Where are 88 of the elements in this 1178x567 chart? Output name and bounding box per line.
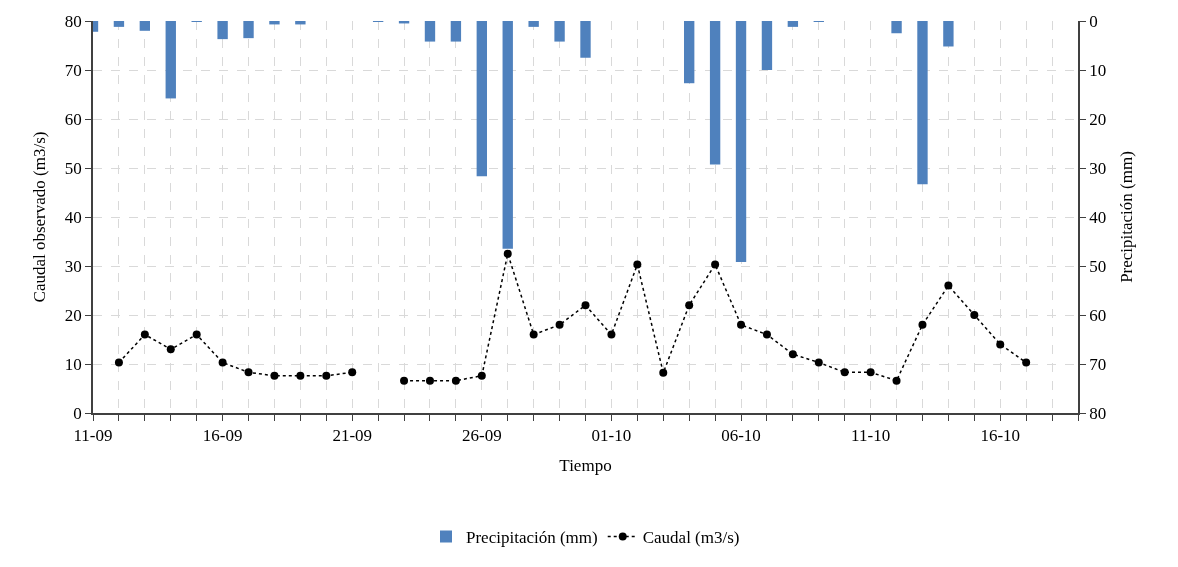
y-tick-label: 70 — [64, 60, 82, 80]
bar — [787, 21, 799, 27]
bar — [761, 21, 773, 70]
bar — [917, 21, 928, 185]
bar — [165, 21, 176, 99]
point — [581, 301, 590, 310]
point — [814, 358, 823, 367]
bar — [580, 21, 591, 58]
y-tick-label: 0 — [73, 403, 82, 423]
y2-tick-label: 20 — [1089, 109, 1107, 129]
point — [425, 376, 434, 385]
point — [348, 368, 357, 377]
point — [192, 330, 201, 339]
point — [503, 249, 512, 258]
y-tick-label: 10 — [64, 354, 82, 374]
point — [788, 350, 797, 359]
point — [555, 320, 564, 329]
y2-tick-label: 80 — [1089, 403, 1107, 423]
y2-axis-title: Precipitación (mm) — [1117, 151, 1137, 283]
x-tick-label: 11-10 — [851, 426, 891, 446]
x-tick-label: 06-10 — [721, 426, 761, 446]
point — [996, 340, 1005, 349]
point — [451, 376, 460, 385]
point — [400, 376, 409, 385]
y2-tick-label: 70 — [1089, 354, 1107, 374]
point — [659, 368, 668, 377]
y2-tick-label: 40 — [1089, 207, 1107, 227]
bar — [217, 21, 228, 40]
x-tick-label: 11-09 — [73, 426, 113, 446]
bar — [139, 21, 151, 31]
bar — [243, 21, 254, 39]
bar — [269, 21, 280, 25]
y-tick-label: 20 — [64, 305, 82, 325]
point — [166, 345, 175, 354]
point — [892, 376, 901, 385]
point — [477, 371, 486, 380]
x-tick-label: 16-09 — [202, 426, 243, 446]
x-tick-label: 26-09 — [461, 426, 502, 446]
y-tick-label: 40 — [64, 207, 82, 227]
point — [529, 330, 538, 339]
y2-tick-label: 10 — [1089, 60, 1107, 80]
point — [918, 320, 927, 329]
point — [218, 358, 227, 367]
point — [140, 330, 149, 339]
bar — [113, 21, 125, 27]
y2-tick-label: 0 — [1089, 11, 1098, 31]
y-tick-label: 50 — [64, 158, 82, 178]
point — [840, 368, 849, 377]
point — [944, 281, 953, 290]
point — [114, 358, 123, 367]
y2-tick-label: 60 — [1089, 305, 1107, 325]
bar — [295, 21, 306, 25]
y-tick-label: 60 — [64, 109, 82, 129]
legend-label: Caudal (m3/s) — [642, 528, 740, 548]
bar — [450, 21, 462, 42]
bar — [554, 21, 565, 42]
bar — [476, 21, 487, 177]
bar — [891, 21, 902, 34]
point — [866, 368, 875, 377]
point — [711, 260, 720, 269]
bar — [709, 21, 721, 165]
point — [1022, 358, 1031, 367]
point — [244, 368, 253, 377]
bar — [943, 21, 954, 47]
point — [685, 301, 694, 310]
point — [270, 371, 279, 380]
point — [607, 330, 616, 339]
bar — [502, 21, 513, 249]
x-tick-label: 01-10 — [591, 426, 632, 446]
y2-tick-label: 50 — [1089, 256, 1107, 276]
point — [296, 371, 305, 380]
x-tick-label: 16-10 — [980, 426, 1021, 446]
y-tick-label: 30 — [64, 256, 82, 276]
point — [737, 320, 746, 329]
y2-tick-label: 30 — [1089, 158, 1107, 178]
point — [322, 371, 331, 380]
point — [762, 330, 771, 339]
x-tick-label: 21-09 — [332, 426, 373, 446]
x-axis-title: Tiempo — [559, 456, 612, 476]
point — [970, 311, 979, 319]
point — [633, 260, 642, 269]
bar — [528, 21, 539, 27]
bar — [424, 21, 436, 42]
bar — [684, 21, 695, 84]
y-axis-title: Caudal observado (m3/s) — [29, 131, 49, 303]
bar — [735, 21, 747, 263]
y-tick-label: 80 — [64, 11, 82, 31]
legend-label: Precipitación (mm) — [466, 528, 598, 548]
